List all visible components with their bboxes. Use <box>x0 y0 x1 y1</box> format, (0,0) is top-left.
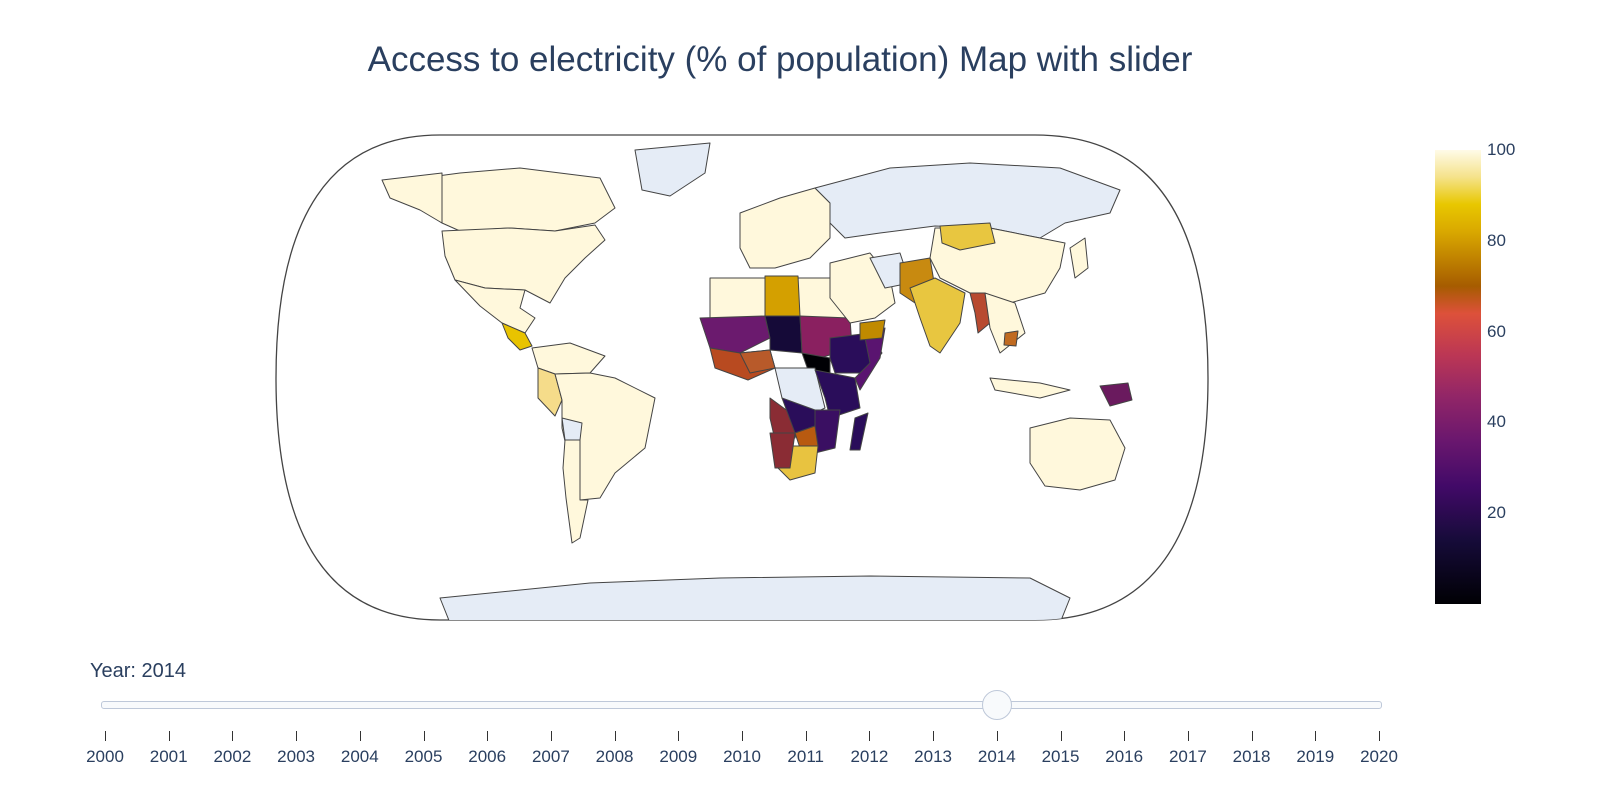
year-slider-step-label[interactable]: 2008 <box>595 747 634 766</box>
year-slider-step-label[interactable]: 2011 <box>787 747 824 766</box>
year-slider-step-label[interactable]: 2003 <box>277 747 315 766</box>
chart-title: Access to electricity (% of population) … <box>367 40 1193 79</box>
year-slider-step-label[interactable]: 2010 <box>723 747 761 766</box>
year-slider-step-label[interactable]: 2016 <box>1105 747 1144 766</box>
year-slider-tick <box>805 731 807 741</box>
country-central-america <box>501 322 533 351</box>
year-slider-step-label[interactable]: 2017 <box>1168 747 1207 766</box>
year-slider-step-label[interactable]: 2001 <box>149 747 188 766</box>
year-slider-step-label[interactable]: 2006 <box>468 747 507 766</box>
year-slider-tick <box>423 731 425 741</box>
country-australia <box>1029 417 1126 491</box>
year-slider-step-label[interactable]: 2015 <box>1041 747 1080 766</box>
country-somalia <box>854 327 886 391</box>
year-slider-step-label[interactable]: 2005 <box>404 747 443 766</box>
year-slider-step-label[interactable]: 2002 <box>213 747 252 766</box>
country-yemen <box>859 319 886 341</box>
year-slider-step-label[interactable]: 2012 <box>850 747 889 766</box>
year-slider-tick <box>1251 731 1253 741</box>
country-indonesia <box>989 377 1071 399</box>
year-slider-step-label[interactable]: 2019 <box>1296 747 1335 766</box>
colorbar-tick-label: 20 <box>1487 503 1506 523</box>
country-cambodia <box>1003 330 1019 347</box>
year-slider-current-value: Year: 2014 <box>90 660 187 682</box>
country-japan <box>1069 237 1089 279</box>
year-slider-step-label[interactable]: 2009 <box>659 747 698 766</box>
year-slider-tick <box>232 731 234 741</box>
colorbar-tick-label: 80 <box>1487 230 1506 250</box>
year-slider-step-label[interactable]: 2007 <box>531 747 570 766</box>
year-slider-step-label[interactable]: 2014 <box>977 747 1016 766</box>
year-slider-tick <box>1060 731 1062 741</box>
colorbar-tick-label: 40 <box>1487 412 1506 432</box>
year-slider-tick <box>996 731 998 741</box>
country-argentina-chile <box>562 439 589 544</box>
country-greenland <box>634 142 711 197</box>
year-slider-tick <box>933 731 935 741</box>
year-slider-step-label[interactable]: 2018 <box>1232 747 1271 766</box>
world-choropleth-map[interactable] <box>270 128 1215 628</box>
country-mexico <box>454 279 536 334</box>
year-slider-tick <box>869 731 871 741</box>
country-europe <box>739 187 831 269</box>
year-slider-tick <box>168 731 170 741</box>
country-namibia <box>769 432 796 469</box>
country-madagascar <box>849 412 869 451</box>
year-slider-rail[interactable] <box>101 701 1382 709</box>
year-slider-tick <box>678 731 680 741</box>
year-slider-tick <box>105 731 106 741</box>
country-mozambique <box>814 409 841 454</box>
country-libya <box>764 275 801 317</box>
year-slider-tick <box>1315 731 1317 741</box>
year-slider-tick <box>550 731 552 741</box>
country-sahel-west <box>699 315 771 354</box>
year-slider-tick <box>1124 731 1126 741</box>
colorbar-tick-label: 100 <box>1487 140 1516 159</box>
year-slider-tick <box>742 731 743 741</box>
country-myanmar <box>969 292 991 334</box>
year-slider-step-label[interactable]: 2020 <box>1360 747 1398 766</box>
country-india <box>909 277 966 354</box>
year-slider-tick <box>296 731 298 741</box>
year-slider-tick <box>614 731 616 741</box>
year-slider-step-label[interactable]: 2013 <box>914 747 952 766</box>
country-kenya-tanzania <box>814 369 861 419</box>
year-slider-tick <box>487 731 489 741</box>
year-slider-tick <box>1379 731 1380 741</box>
country-peru <box>537 367 563 417</box>
year-slider-tick <box>359 731 361 741</box>
country-mongolia <box>939 222 996 251</box>
colorbar-tick-label: 60 <box>1487 321 1506 341</box>
country-antarctica <box>439 575 1071 620</box>
colorbar <box>1435 150 1481 604</box>
year-slider-tick <box>1187 731 1189 741</box>
country-alaska <box>381 172 443 224</box>
country-papua-new-guinea <box>1099 382 1133 407</box>
country-sahel-chad <box>764 315 803 354</box>
year-slider-handle[interactable] <box>981 690 1012 720</box>
year-slider-step-label[interactable]: 2004 <box>340 747 379 766</box>
year-slider-step-label[interactable]: 2000 <box>86 747 124 766</box>
